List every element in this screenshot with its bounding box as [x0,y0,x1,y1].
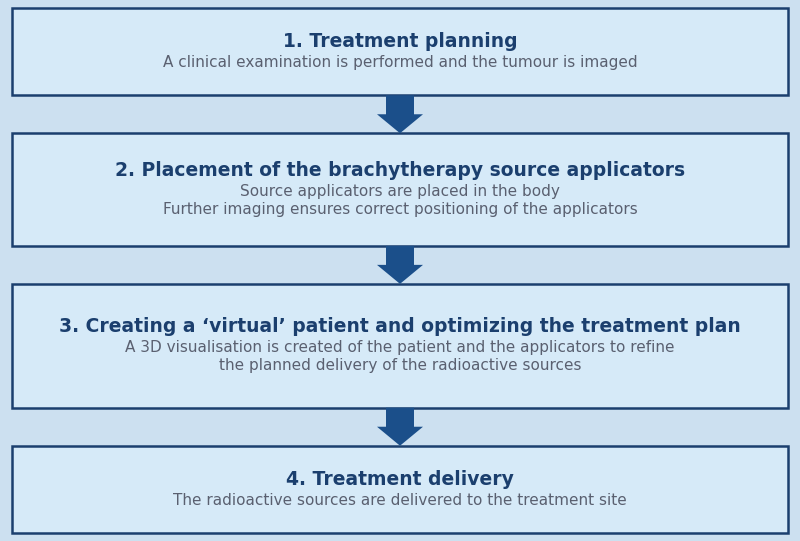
FancyBboxPatch shape [12,133,788,246]
Text: A 3D visualisation is created of the patient and the applicators to refine: A 3D visualisation is created of the pat… [126,340,674,355]
Text: 3. Creating a ‘virtual’ patient and optimizing the treatment plan: 3. Creating a ‘virtual’ patient and opti… [59,318,741,337]
FancyBboxPatch shape [12,8,788,95]
Text: 1. Treatment planning: 1. Treatment planning [282,32,518,51]
Text: A clinical examination is performed and the tumour is imaged: A clinical examination is performed and … [162,55,638,70]
Polygon shape [377,408,423,446]
Text: Source applicators are placed in the body: Source applicators are placed in the bod… [240,184,560,199]
Text: Further imaging ensures correct positioning of the applicators: Further imaging ensures correct position… [162,202,638,217]
Text: The radioactive sources are delivered to the treatment site: The radioactive sources are delivered to… [173,493,627,508]
FancyBboxPatch shape [12,446,788,533]
Text: 2. Placement of the brachytherapy source applicators: 2. Placement of the brachytherapy source… [115,161,685,180]
Polygon shape [377,246,423,284]
Text: the planned delivery of the radioactive sources: the planned delivery of the radioactive … [218,358,582,373]
FancyBboxPatch shape [12,284,788,408]
Polygon shape [377,95,423,133]
Text: 4. Treatment delivery: 4. Treatment delivery [286,470,514,489]
